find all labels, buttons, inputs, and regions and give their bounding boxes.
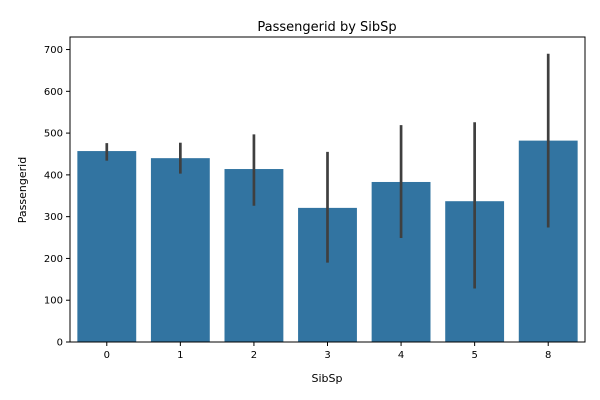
y-axis-label: Passengerid [16, 157, 29, 223]
y-tick-label-500: 500 [44, 129, 63, 140]
y-tick-label-700: 700 [44, 45, 63, 56]
y-tick-label-0: 0 [57, 338, 63, 349]
x-tick-label-3: 3 [324, 350, 330, 361]
x-tick-label-1: 1 [177, 350, 183, 361]
x-tick-label-8: 8 [545, 350, 551, 361]
plot-frame [69, 36, 586, 343]
x-tick-label-4: 4 [398, 350, 404, 361]
y-tick-label-100: 100 [44, 296, 63, 307]
y-tick-label-200: 200 [44, 254, 63, 265]
x-tick-label-2: 2 [251, 350, 257, 361]
bar-0 [77, 151, 137, 342]
bar-1 [150, 158, 210, 342]
chart-title: Passengerid by SibSp [257, 20, 396, 35]
x-axis-label: SibSp [312, 372, 343, 385]
y-tick-label-600: 600 [44, 87, 63, 98]
x-tick-label-0: 0 [104, 350, 110, 361]
y-tick-label-400: 400 [44, 170, 63, 181]
x-tick-label-5: 5 [471, 350, 477, 361]
y-tick-label-300: 300 [44, 212, 63, 223]
plot-area: 0 1 2 3 4 5 8 0 100 200 300 400 500 600 700 [44, 36, 586, 361]
